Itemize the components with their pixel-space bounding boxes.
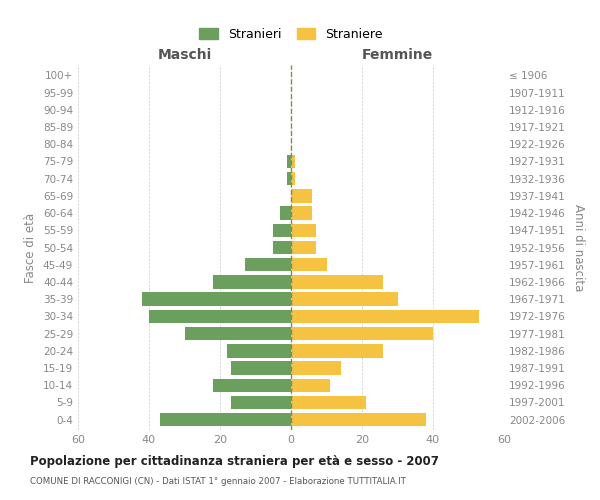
Bar (142, 292, 291, 306)
Text: Maschi: Maschi (157, 48, 212, 62)
Bar (291, 378, 330, 392)
Bar (291, 172, 295, 186)
Y-axis label: Anni di nascita: Anni di nascita (572, 204, 585, 291)
Bar (149, 310, 291, 323)
Bar (230, 362, 291, 374)
Bar (291, 292, 398, 306)
Bar (185, 327, 291, 340)
Bar (291, 344, 383, 358)
Text: Femmine: Femmine (362, 48, 433, 62)
Text: COMUNE DI RACCONIGI (CN) - Dati ISTAT 1° gennaio 2007 - Elaborazione TUTTITALIA.: COMUNE DI RACCONIGI (CN) - Dati ISTAT 1°… (30, 478, 406, 486)
Bar (291, 396, 365, 409)
Bar (230, 396, 291, 409)
Bar (291, 154, 295, 168)
Bar (291, 206, 313, 220)
Bar (291, 362, 341, 374)
Bar (213, 378, 291, 392)
Bar (291, 413, 426, 426)
Bar (291, 310, 479, 323)
Legend: Stranieri, Straniere: Stranieri, Straniere (196, 24, 386, 44)
Bar (227, 344, 291, 358)
Text: Popolazione per cittadinanza straniera per età e sesso - 2007: Popolazione per cittadinanza straniera p… (30, 455, 439, 468)
Bar (245, 258, 291, 272)
Bar (291, 275, 383, 288)
Bar (291, 189, 313, 202)
Bar (273, 224, 291, 237)
Bar (291, 258, 326, 272)
Bar (280, 206, 291, 220)
Bar (160, 413, 291, 426)
Bar (291, 241, 316, 254)
Bar (287, 154, 291, 168)
Y-axis label: Fasce di età: Fasce di età (25, 212, 37, 282)
Bar (213, 275, 291, 288)
Bar (287, 172, 291, 186)
Bar (291, 327, 433, 340)
Bar (291, 224, 316, 237)
Bar (273, 241, 291, 254)
